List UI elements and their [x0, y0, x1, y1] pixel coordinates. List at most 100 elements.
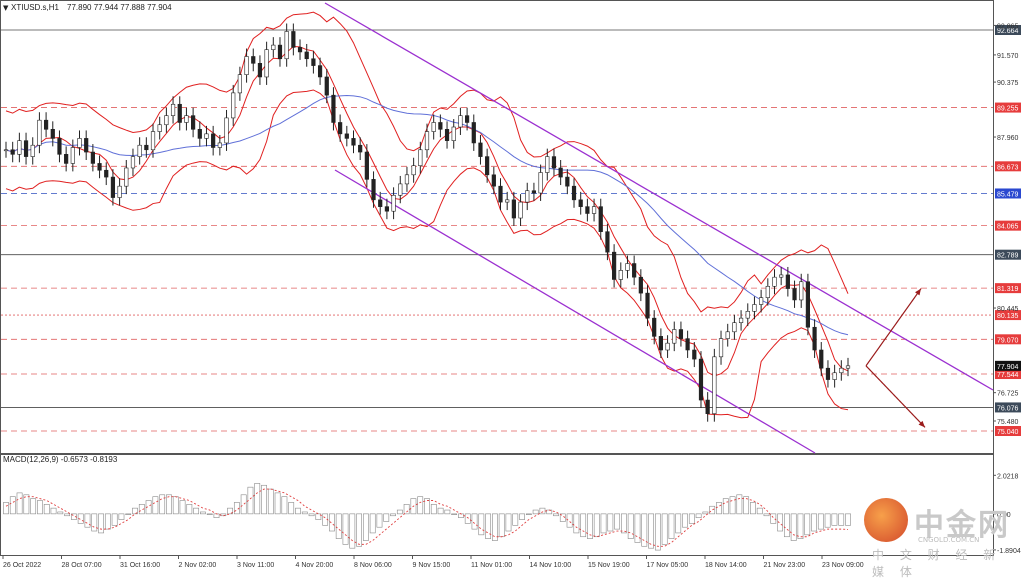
macd-histogram-bar	[464, 513, 471, 524]
level-badge	[995, 25, 1021, 35]
candle-body	[585, 206, 590, 214]
descending-channel	[324, 2, 994, 454]
candle-body	[792, 288, 797, 301]
macd-histogram-bar	[845, 513, 851, 526]
candle-body	[745, 311, 750, 319]
level-badge	[995, 426, 1021, 436]
candle-body	[17, 140, 22, 155]
macd-histogram-bar	[492, 513, 498, 541]
candle-body	[157, 124, 162, 132]
macd-histogram-bar	[383, 513, 390, 522]
candle-body	[264, 49, 269, 78]
candle-body	[90, 151, 95, 164]
candle-body	[598, 206, 603, 232]
candle-body	[257, 63, 263, 78]
chart-collapse-icon[interactable]: ▼	[3, 4, 9, 12]
macd-histogram-bar	[118, 513, 125, 520]
candle-body	[658, 336, 663, 351]
candle-body	[551, 156, 557, 169]
macd-histogram-bar	[736, 494, 743, 515]
macd-histogram-bar	[525, 513, 532, 515]
macd-histogram-bar	[57, 511, 64, 515]
main-panel-border	[0, 0, 994, 454]
level-badge	[995, 334, 1021, 345]
macd-histogram-bar	[301, 511, 308, 515]
cngold-watermark: 中金网 CNGOLD.COM.CN 中 文 财 经 新 媒 体	[862, 496, 1022, 579]
candle-body	[451, 126, 456, 141]
candle-body	[692, 349, 697, 360]
macd-histogram-bar	[641, 513, 648, 547]
candle-body	[698, 358, 704, 401]
time-tick-label: 17 Nov 05:00	[647, 562, 689, 569]
price-tick-label: 80.445	[997, 306, 1019, 313]
macd-histogram-bar	[546, 509, 553, 515]
candle-body	[164, 115, 169, 126]
candle-body	[819, 349, 824, 369]
candle-body	[431, 122, 436, 132]
macd-histogram-bar	[227, 507, 233, 515]
level-badge-label: 92.664	[997, 28, 1019, 35]
macd-histogram-bar	[777, 513, 783, 532]
macd-histogram-bar	[593, 513, 600, 538]
candle-body	[277, 44, 283, 60]
macd-tick-label: 0.00	[997, 512, 1011, 519]
candle-body	[177, 103, 182, 123]
current-price-badge	[995, 360, 1021, 371]
level-badge	[995, 369, 1021, 380]
horizontal-levels	[1, 29, 993, 432]
channel-lower-line	[334, 169, 816, 454]
time-tick-label: 18 Nov 14:00	[705, 562, 747, 569]
candle-body	[759, 297, 764, 305]
time-tick-label: 15 Nov 19:00	[588, 562, 630, 569]
macd-histogram-bar	[349, 513, 356, 549]
candle-body	[752, 304, 757, 312]
level-badge	[995, 249, 1021, 260]
candle-body	[418, 149, 423, 166]
macd-histogram-bar	[267, 488, 274, 515]
candle-body	[578, 199, 583, 207]
candle-body	[672, 329, 677, 344]
candle-body	[137, 144, 142, 157]
macd-histogram-bar	[362, 513, 369, 541]
up-arrow-head-icon	[915, 288, 921, 296]
candle-body	[812, 326, 817, 351]
watermark-url: CNGOLD.COM.CN	[918, 536, 980, 544]
macd-histogram-bar	[668, 513, 675, 539]
macd-histogram-bar	[37, 500, 43, 515]
level-badge	[995, 188, 1021, 199]
macd-histogram-bar	[519, 513, 525, 520]
macd-tick-label: -1.8904	[997, 548, 1021, 555]
candle-body	[458, 115, 463, 128]
macd-histogram-bar	[281, 496, 288, 515]
macd-histogram-bar	[627, 513, 634, 539]
macd-histogram-bar	[804, 513, 811, 536]
macd-histogram-bar	[274, 492, 281, 515]
candle-body	[358, 144, 363, 153]
time-tick-label: 28 Oct 07:00	[62, 562, 102, 569]
candle-body	[518, 201, 523, 219]
macd-histogram-bar	[607, 513, 614, 532]
macd-histogram-bar	[444, 509, 451, 515]
time-tick-label: 26 Oct 2022	[3, 562, 41, 569]
time-tick-label: 21 Nov 23:00	[764, 562, 806, 569]
candle-body	[839, 367, 844, 374]
candle-body	[104, 169, 109, 178]
macd-histogram-bar	[580, 513, 587, 538]
macd-histogram-bar	[824, 513, 831, 528]
macd-histogram-bar	[125, 513, 132, 515]
level-badge	[995, 220, 1021, 231]
macd-histogram-bar	[648, 513, 654, 549]
macd-title: MACD(12,26,9) -0.6573 -0.8193	[3, 455, 118, 464]
macd-histogram-bar	[471, 513, 478, 530]
price-tick-label: 91.570	[997, 53, 1019, 60]
macd-histogram-bar	[172, 496, 179, 515]
candle-body	[3, 149, 9, 152]
candle-body	[678, 329, 684, 339]
time-tick-label: 2 Nov 02:00	[179, 562, 217, 569]
macd-histogram-bar	[817, 513, 824, 530]
macd-histogram-bar	[200, 511, 206, 515]
macd-histogram-bar	[437, 507, 444, 515]
candle-body	[438, 122, 443, 130]
candle-body	[424, 131, 430, 151]
down-arrow-head-icon	[918, 420, 925, 428]
